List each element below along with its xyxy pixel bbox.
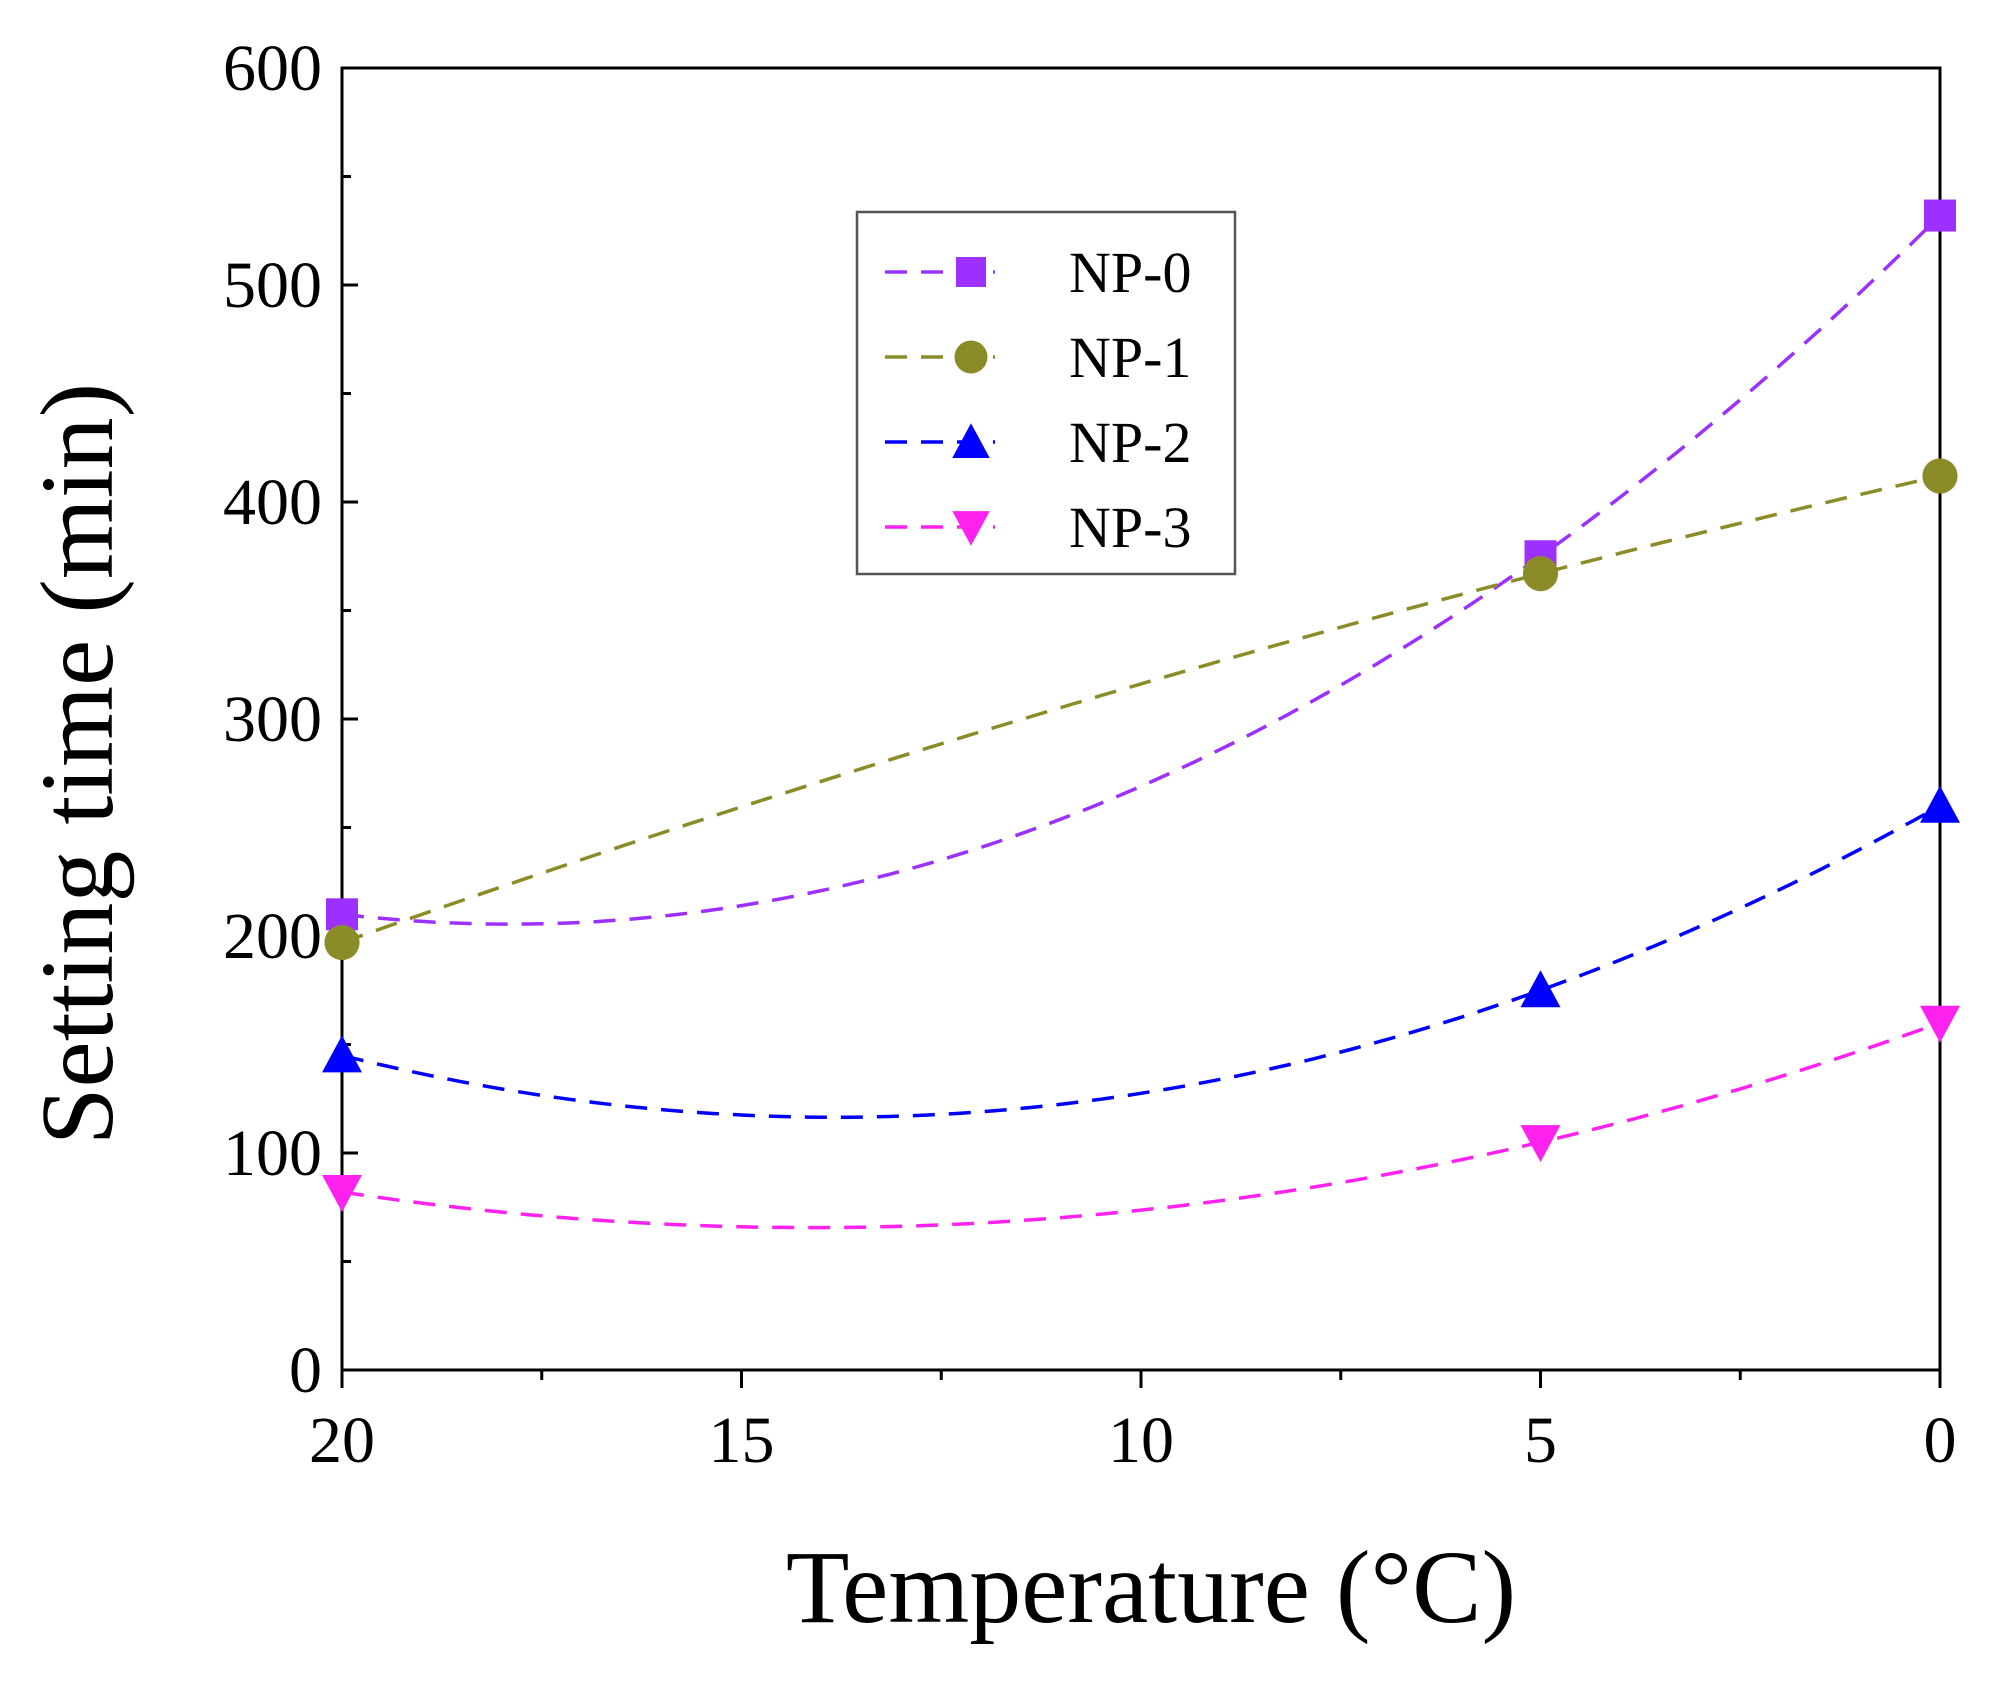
data-point: [322, 1175, 362, 1213]
y-tick-label: 300: [223, 683, 322, 756]
legend-item-np-2: NP-2: [885, 410, 1191, 475]
y-axis-title: Setting time (min): [20, 383, 135, 1146]
data-point: [1522, 556, 1559, 592]
legend-item-np-3: NP-3: [885, 495, 1191, 560]
legend-marker: [952, 423, 990, 458]
data-point: [322, 1035, 362, 1073]
series-line: [341, 474, 1941, 945]
y-tick-label: 200: [223, 900, 322, 973]
legend-label: NP-2: [1069, 410, 1191, 475]
legend: NP-0 NP-1 NP-2 NP-3: [855, 210, 1237, 576]
legend-label: NP-0: [1069, 240, 1191, 305]
legend-item-np-0: NP-0: [885, 240, 1191, 305]
data-point: [1922, 458, 1958, 494]
legend-marker: [952, 511, 990, 546]
y-tick-label: 100: [223, 1117, 322, 1190]
series-line: [341, 804, 1941, 1119]
series-line: [341, 1021, 1941, 1230]
y-tick-label: 600: [223, 32, 322, 105]
legend-marker: [956, 257, 986, 287]
series-group: [322, 199, 1960, 1230]
legend-item-np-1: NP-1: [885, 325, 1191, 390]
legend-box: [855, 210, 1237, 576]
legend-marker: [954, 340, 988, 374]
data-point: [324, 924, 360, 961]
y-tick-label: 0: [289, 1334, 322, 1407]
series-line: [341, 214, 1942, 926]
x-tick-label: 15: [709, 1404, 775, 1477]
data-point: [1520, 970, 1561, 1008]
x-tick-label: 10: [1108, 1404, 1174, 1477]
data-point: [1520, 1125, 1561, 1163]
data-point: [1920, 785, 1960, 823]
axis-ticks: 0 100 200 300 400 500 600 20 15 10 5 0: [223, 32, 1957, 1477]
legend-label: NP-3: [1069, 495, 1191, 560]
legend-label: NP-1: [1069, 325, 1191, 390]
x-axis-title: Temperature (°C): [786, 1530, 1516, 1645]
series-np-1: [324, 458, 1958, 961]
x-tick-label: 5: [1524, 1404, 1557, 1477]
data-point: [1924, 199, 1956, 232]
x-tick-label: 0: [1924, 1404, 1957, 1477]
series-np-2: [322, 785, 1960, 1119]
y-tick-label: 500: [223, 249, 322, 322]
x-tick-label: 20: [309, 1404, 375, 1477]
data-point: [1920, 1005, 1960, 1043]
series-np-3: [322, 1005, 1960, 1230]
y-tick-label: 400: [223, 466, 322, 539]
